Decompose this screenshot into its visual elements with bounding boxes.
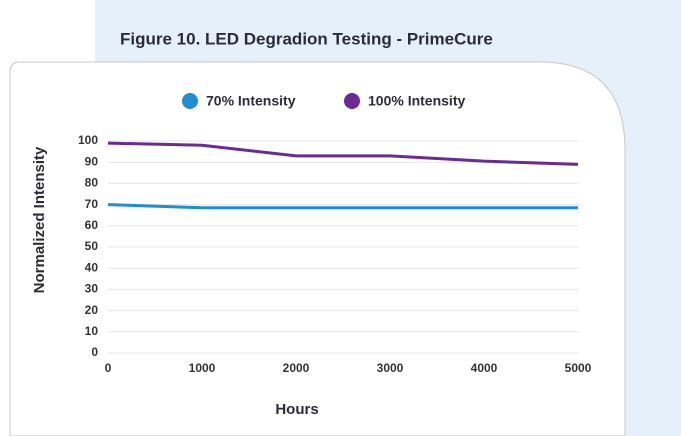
legend-swatch: [182, 93, 198, 109]
y-tick-label: 80: [85, 176, 99, 190]
series-line: [107, 203, 578, 210]
y-tick-label: 0: [91, 345, 98, 359]
legend-label: 100% Intensity: [368, 93, 465, 109]
x-axis-label: Hours: [275, 401, 318, 418]
y-tick-label: 50: [85, 239, 99, 253]
y-tick-label: 30: [85, 282, 99, 296]
y-tick-label: 20: [85, 303, 99, 317]
y-axis-label: Normalized Intensity: [31, 146, 48, 293]
x-tick-label: 3000: [377, 361, 404, 375]
chart-card: [9, 61, 626, 436]
y-tick-label: 10: [85, 324, 99, 338]
legend-swatch: [344, 93, 360, 109]
x-tick-label: 0: [105, 361, 112, 375]
x-tick-label: 1000: [189, 361, 216, 375]
legend-label: 70% Intensity: [206, 93, 296, 109]
chart-title: Figure 10. LED Degradion Testing - Prime…: [120, 29, 493, 48]
y-tick-label: 70: [85, 197, 99, 211]
series-line: [107, 141, 579, 166]
y-tick-label: 100: [78, 133, 98, 147]
y-tick-label: 60: [85, 218, 99, 232]
y-tick-label: 90: [85, 154, 99, 168]
x-tick-label: 2000: [283, 361, 310, 375]
y-tick-label: 40: [85, 260, 99, 274]
x-tick-label: 4000: [471, 361, 498, 375]
x-tick-label: 5000: [565, 361, 592, 375]
